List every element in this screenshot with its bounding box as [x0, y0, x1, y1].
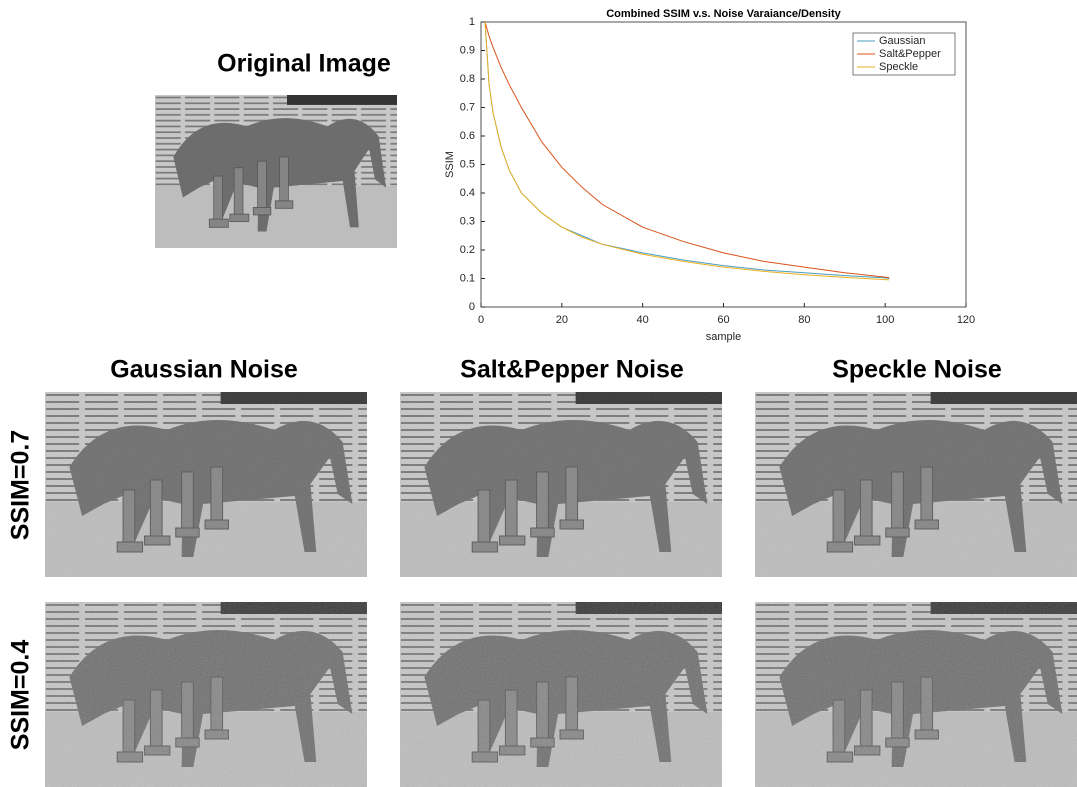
y-tick-label: 1 [469, 16, 475, 28]
y-tick-label: 0.9 [460, 44, 475, 56]
column-title: Salt&Pepper Noise [460, 356, 684, 384]
noise-overlay [755, 602, 1077, 787]
row-label: SSIM=0.4 [7, 640, 35, 751]
noise-overlay [400, 602, 722, 787]
y-tick-label: 0.7 [460, 101, 475, 113]
chart-title: Combined SSIM v.s. Noise Varaiance/Densi… [606, 8, 841, 20]
x-tick-label: 60 [717, 314, 729, 326]
x-tick-label: 100 [876, 314, 894, 326]
noise-overlay [400, 392, 722, 577]
y-tick-label: 0.5 [460, 158, 475, 170]
y-tick-label: 0.3 [460, 215, 475, 227]
x-tick-label: 120 [957, 314, 975, 326]
line-chart: Combined SSIM v.s. Noise Varaiance/Densi… [444, 8, 975, 343]
y-tick-label: 0.4 [460, 187, 475, 199]
x-tick-label: 0 [478, 314, 484, 326]
y-tick-label: 0.8 [460, 73, 475, 85]
legend-label: Salt&Pepper [879, 48, 941, 60]
legend-label: Gaussian [879, 35, 925, 47]
column-title: Gaussian Noise [110, 356, 298, 384]
y-tick-label: 0.6 [460, 130, 475, 142]
y-axis-label: SSIM [444, 151, 456, 178]
x-axis-label: sample [706, 331, 741, 343]
original-title: Original Image [217, 50, 391, 78]
legend-label: Speckle [879, 61, 918, 73]
noise-overlay [755, 392, 1077, 577]
x-tick-label: 20 [556, 314, 568, 326]
x-tick-label: 40 [637, 314, 649, 326]
y-tick-label: 0.2 [460, 244, 475, 256]
noisy-images [45, 392, 1077, 787]
column-title: Speckle Noise [832, 356, 1002, 384]
y-tick-label: 0.1 [460, 272, 475, 284]
row-label: SSIM=0.7 [7, 430, 35, 540]
noise-overlay [45, 392, 367, 577]
noise-overlay [45, 602, 367, 787]
x-tick-label: 80 [798, 314, 810, 326]
y-tick-label: 0 [469, 301, 475, 313]
original-image [155, 95, 397, 248]
figure: Original Image Gaussian Noise Salt&Peppe… [0, 0, 1077, 787]
